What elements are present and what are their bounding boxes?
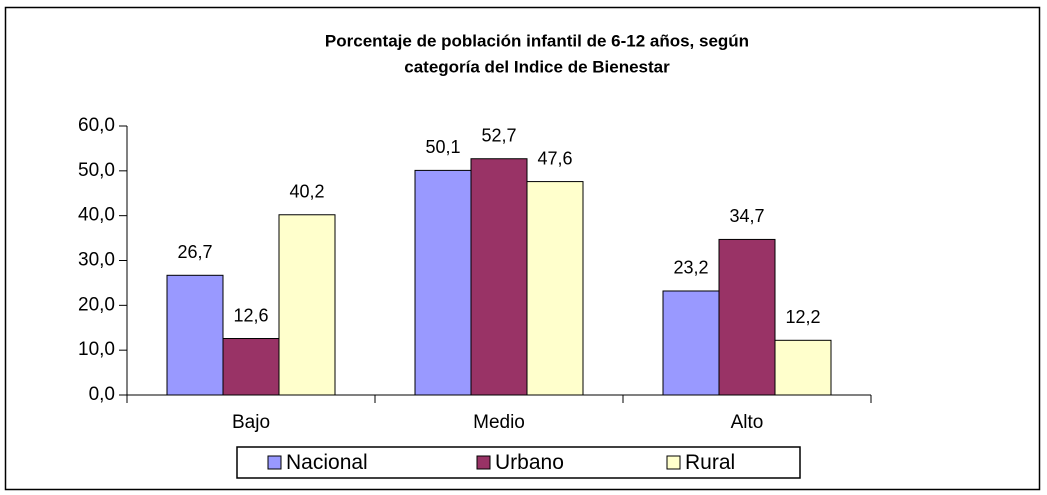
legend-swatch [666,455,681,470]
y-tick-label: 20,0 [78,294,115,315]
legend-swatch [267,455,282,470]
bar [662,290,720,396]
legend-label: Urbano [495,451,564,474]
y-tick-label: 10,0 [78,339,115,360]
bar [526,181,584,396]
legend-label: Rural [685,451,735,474]
legend-box [236,446,801,479]
legend-swatch [476,455,491,470]
bar [166,274,224,396]
y-tick-label: 60,0 [78,115,115,136]
y-tick-label: 40,0 [78,205,115,226]
value-label: 40,2 [289,182,324,202]
x-tick-label: Medio [473,412,525,433]
bar [470,158,528,396]
chart-title: categoría del Indice de Bienestar [404,57,670,76]
chart-title: Porcentaje de población infantil de 6-12… [325,31,749,50]
value-label: 12,6 [233,305,268,325]
bar [774,339,832,396]
value-label: 50,1 [425,137,460,157]
value-label: 52,7 [481,125,516,145]
y-tick-label: 50,0 [78,160,115,181]
value-label: 47,6 [537,148,572,168]
value-label: 23,2 [673,258,708,278]
bar [414,169,472,396]
y-tick-label: 30,0 [78,250,115,271]
bar [718,238,776,396]
x-tick-label: Alto [731,412,764,433]
value-label: 12,2 [785,307,820,327]
x-tick-label: Bajo [232,412,270,433]
legend-label: Nacional [286,451,368,474]
bar [278,214,336,396]
value-label: 34,7 [729,206,764,226]
bar [222,338,280,396]
value-label: 26,7 [177,242,212,262]
y-tick-label: 0,0 [89,384,115,405]
